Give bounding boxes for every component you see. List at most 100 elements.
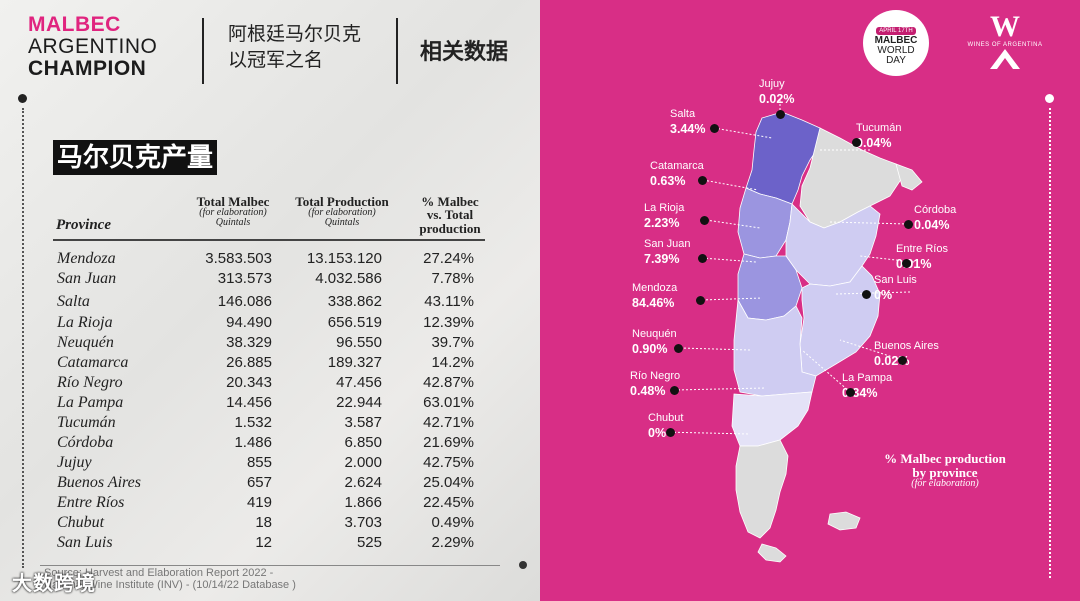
col-header-label: Total Malbec [196,194,270,209]
map-label-name: Salta [670,108,696,120]
cell-pct: 42.87% [423,374,474,391]
cell-pct: 27.24% [423,250,474,267]
map-label-chubut: Chubut 0% [648,412,683,441]
cell-total: 1.866 [344,494,382,511]
page-title-line-2: 以冠军之名 [228,49,324,71]
page-subtitle: 相关数据 [420,39,509,64]
map-label-value: 7.39% [644,251,680,266]
col-header-sub: (for elaboration) [199,207,267,219]
map-label-jujuy: Jujuy 0.02% [759,78,794,107]
table-header-rule [53,239,485,241]
legend-title: by province [912,464,978,480]
cell-pct: 22.45% [423,494,474,511]
cell-province: San Juan [57,270,117,287]
map-label-name: Jujuy [759,78,785,90]
map-region-islands [827,511,861,531]
cell-malbec: 94.490 [226,314,272,331]
cell-total: 338.862 [327,293,382,310]
map-marker [674,344,683,353]
col-header-province: Province [56,217,111,233]
cell-pct: 42.75% [423,454,474,471]
map-label-san-luis: San Luis 0% [874,274,917,303]
cell-province: Buenos Aires [57,474,141,491]
cell-malbec: 855 [246,454,272,471]
cell-pct: 12.39% [423,314,474,331]
table-row: Jujuy 855 2.000 42.75% [0,454,540,474]
logo-letter: W [990,10,1020,43]
table-row: Chubut 18 3.703 0.49% [0,514,540,534]
col-header-label: Total Production [295,194,389,209]
cell-malbec: 12 [255,534,272,551]
wines-of-argentina-logo: W WINES OF ARGENTINA [965,12,1045,70]
left-panel: MALBEC ARGENTINO CHAMPION 阿根廷马尔贝克 以冠军之名 … [0,0,540,601]
logo-text: WORLD [877,45,915,56]
map-label-la-rioja: La Rioja 2.23% [644,202,684,231]
map-label-value: 0.48% [630,383,666,398]
map-label-value: 0% [648,425,667,440]
malbec-world-day-logo: APRIL 17TH MALBEC WORLD DAY [863,10,929,76]
map-marker [902,259,911,268]
decor-dotted-line [22,108,24,568]
cell-malbec: 419 [246,494,272,511]
map-label-value: 3.44% [670,121,706,136]
map-label-value: 0.90% [632,341,668,356]
map-label-mendoza: Mendoza 84.46% [632,282,677,311]
cell-pct: 14.2% [431,354,474,371]
col-header-label: % Malbec [421,194,479,209]
table-row: Tucumán 1.532 3.587 42.71% [0,414,540,434]
col-header-label: production [419,220,481,236]
map-marker [700,216,709,225]
map-region-patagonia-north [733,298,817,397]
decor-dot [18,94,27,103]
table-row: Salta 146.086 338.862 43.11% [0,293,540,313]
cell-total: 656.519 [327,314,382,331]
cell-total: 525 [356,534,382,551]
map-label-name: Mendoza [632,282,678,294]
cell-province: Catamarca [57,354,129,371]
map-marker [898,356,907,365]
map-marker [846,388,855,397]
map-marker [666,428,675,437]
table-row: La Pampa 14.456 22.944 63.01% [0,394,540,414]
map-label-tucuman: Tucumán 0.04% [856,122,901,151]
brand-line-3: CHAMPION [28,57,147,80]
map-region-chubut [731,391,813,447]
map-region-buenos-aires [799,265,881,377]
cell-malbec: 18 [255,514,272,531]
map-label-catamarca: Catamarca 0.63% [650,160,704,189]
decor-dot [519,561,527,569]
watermark: 大数跨境 [12,573,96,595]
col-header-total-production: Total Production (for elaboration) Quint… [288,195,396,229]
map-label-name: Catamarca [650,160,704,172]
legend-title: % Malbec production [884,451,1006,466]
map-region-north [745,111,821,205]
cell-pct: 25.04% [423,474,474,491]
cell-total: 96.550 [336,334,382,351]
cell-pct: 39.7% [431,334,474,351]
cell-total: 189.327 [327,354,382,371]
map-label-salta: Salta 3.44% [670,108,705,137]
map-label-cordoba: Córdoba 0.04% [914,204,956,233]
map-region-santa-cruz [735,439,789,539]
header-divider [202,18,204,84]
legend-subtitle: (for elaboration) [911,478,979,490]
cell-malbec: 1.486 [234,434,272,451]
cell-pct: 43.11% [424,293,474,310]
cell-total: 2.000 [344,454,382,471]
map-region-cuyo-north [737,187,793,259]
table-row: La Rioja 94.490 656.519 12.39% [0,314,540,334]
cell-pct: 7.78% [431,270,474,287]
map-label-name: Tucumán [856,122,902,134]
page-title: 阿根廷马尔贝克 以冠军之名 [228,22,361,73]
cell-malbec: 146.086 [217,293,272,310]
map-region-misiones [895,163,923,191]
col-header-sub: (for elaboration) [308,207,376,219]
table-row: Catamarca 26.885 189.327 14.2% [0,354,540,374]
table-row: Neuquén 38.329 96.550 39.7% [0,334,540,354]
map-label-value: 84.46% [632,295,675,310]
cell-malbec: 657 [246,474,272,491]
cell-total: 22.944 [336,394,382,411]
cell-province: Chubut [57,514,105,531]
logo-a-icon [990,49,1020,69]
cell-malbec: 26.885 [226,354,272,371]
